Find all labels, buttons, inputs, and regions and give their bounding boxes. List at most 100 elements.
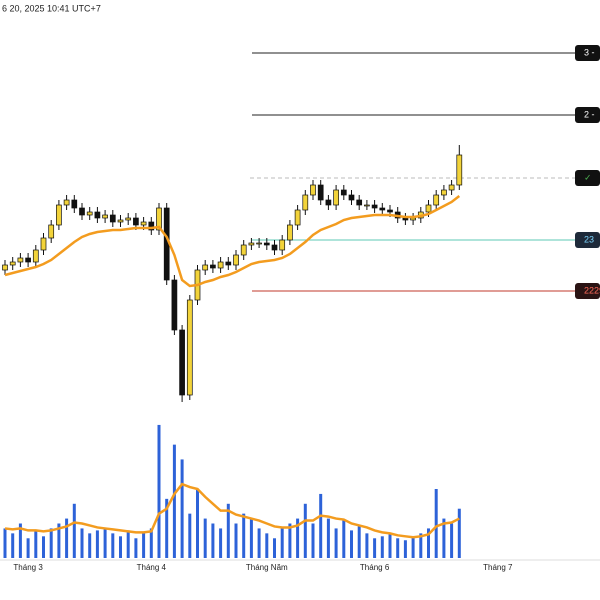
candle-body [171, 279, 178, 331]
candle-body [317, 184, 324, 201]
volume-bar [442, 518, 446, 558]
volume-bar [388, 533, 392, 558]
x-tick-label: Tháng 3 [13, 563, 43, 572]
volume-bar [326, 518, 330, 558]
candle-body [364, 204, 370, 207]
volume-bar [18, 523, 22, 558]
volume-bar [65, 518, 69, 558]
volume-bar [196, 489, 199, 558]
candle-body [379, 207, 386, 211]
candle-body [387, 209, 393, 213]
volume-bar [134, 538, 138, 558]
candle-body [56, 204, 62, 226]
level-badge [575, 107, 600, 123]
candle-body [40, 237, 47, 251]
candle-body [63, 199, 70, 206]
candle-body [256, 242, 262, 245]
candle-body [125, 217, 132, 221]
level-badge [575, 170, 600, 186]
volume-bar [226, 503, 230, 558]
volume-bar [11, 533, 15, 558]
volume-bar [142, 533, 146, 558]
candle-body [25, 257, 31, 263]
volume-bar [350, 530, 353, 558]
x-tick-label: Tháng 7 [483, 563, 513, 572]
candle-body [248, 242, 255, 246]
volume-bar [419, 533, 423, 558]
candle-body [441, 189, 447, 196]
candle-body [410, 217, 416, 221]
volume-bar [211, 523, 215, 558]
volume-bar [49, 528, 53, 558]
volume-bar [95, 530, 99, 558]
level-label: ✓ [584, 172, 592, 182]
candle-body [2, 264, 8, 271]
volume-bar [57, 523, 61, 558]
candle-body [433, 194, 440, 206]
volume-bar [411, 536, 415, 558]
candle-body [448, 184, 455, 191]
volume-bar [273, 538, 276, 558]
volume-bar [26, 538, 30, 558]
candle-body [71, 199, 78, 209]
candle-body [271, 244, 278, 251]
candle-body [32, 249, 39, 263]
volume-bar [450, 523, 454, 558]
volume-bar [319, 493, 323, 558]
candle-body [140, 221, 147, 226]
volume-bar [42, 536, 45, 558]
level-label: 2 - [584, 109, 595, 119]
candle-body [9, 261, 16, 266]
candle-body [217, 261, 224, 269]
candle-body [48, 224, 55, 239]
volume-bar [342, 520, 346, 558]
candle-body [325, 199, 332, 206]
volume-bar [373, 538, 377, 558]
volume-bar [188, 513, 192, 558]
candle-body [86, 211, 93, 216]
candle-body [109, 214, 116, 223]
volume-bar [242, 513, 246, 558]
candle-body [402, 217, 409, 221]
volume-ma [4, 482, 460, 539]
level-label: 23 [584, 234, 594, 244]
x-tick-label: Tháng 4 [137, 563, 167, 572]
volume-bar [427, 528, 430, 558]
volume-bar [234, 523, 238, 558]
candle-body [333, 189, 339, 206]
candle-body [348, 194, 355, 201]
candle-body [179, 329, 185, 396]
volume-bar [357, 526, 361, 558]
volume-bar [365, 533, 369, 558]
volume-bar [311, 523, 315, 558]
candle-body [340, 189, 347, 196]
volume-bar [80, 528, 84, 558]
volume-bar [3, 528, 7, 558]
volume-bar [457, 508, 461, 558]
volume-bar [126, 530, 130, 558]
volume-bar [219, 528, 223, 558]
candle-body [456, 154, 463, 186]
volume-bar [334, 528, 338, 558]
volume-bar [165, 498, 169, 558]
x-tick-label: Tháng Năm [246, 563, 288, 572]
volume-bar [403, 540, 407, 558]
candle-body [79, 207, 85, 216]
volume-bar [265, 533, 269, 558]
volume-bar [303, 503, 307, 558]
price-ma [4, 195, 461, 288]
candle-body [225, 261, 232, 266]
volume-bar [157, 424, 161, 558]
volume-bar [111, 533, 115, 558]
volume-bar [249, 518, 253, 558]
candle-body [17, 257, 24, 263]
candle-body [310, 184, 316, 196]
candle-body [210, 264, 216, 269]
level-label: 3 - [584, 47, 595, 57]
candle-body [186, 299, 193, 396]
candle-body [279, 239, 286, 251]
candle-body [233, 254, 239, 266]
candle-body [102, 214, 108, 219]
volume-bar [149, 528, 153, 558]
volume-bar [257, 528, 261, 558]
